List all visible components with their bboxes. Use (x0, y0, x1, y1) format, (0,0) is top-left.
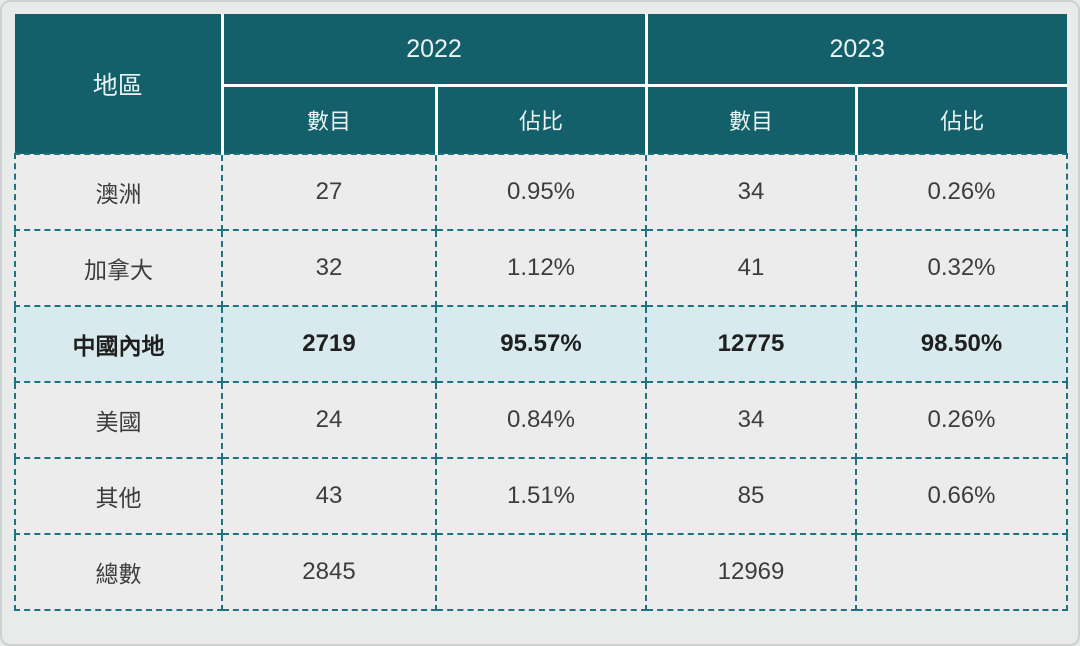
cell-2022-count: 27 (221, 153, 437, 231)
header-2022-count: 數目 (220, 84, 438, 154)
header-sub-row: 數目 佔比 數目 佔比 (15, 84, 1067, 154)
cell-2023-share: 0.26% (855, 153, 1068, 231)
cell-2023-count: 34 (645, 153, 857, 231)
row-total: 總數 2845 12969 (14, 533, 1068, 611)
header-year-row: 地區 2022 2023 (15, 14, 1067, 154)
row-canada: 加拿大 32 1.12% 41 0.32% (14, 229, 1068, 307)
cell-2023-share: 0.26% (855, 381, 1068, 459)
cell-region: 其他 (14, 457, 223, 535)
cell-region: 澳洲 (14, 153, 223, 231)
cell-2022-share: 0.95% (435, 153, 647, 231)
header-2023-share: 佔比 (854, 84, 1067, 154)
cell-2022-count: 43 (221, 457, 437, 535)
cell-2022-count: 2845 (221, 533, 437, 611)
header-2022-share: 佔比 (434, 84, 648, 154)
cell-2022-share: 0.84% (435, 381, 647, 459)
row-mainland-china: 中國內地 2719 95.57% 12775 98.50% (14, 305, 1068, 383)
table-header: 地區 2022 2023 數目 佔比 數目 佔比 (15, 14, 1067, 154)
header-year-2022: 2022 (220, 14, 648, 87)
cell-2023-count: 85 (645, 457, 857, 535)
cell-2023-share: 0.66% (855, 457, 1068, 535)
header-year-2023: 2023 (644, 14, 1067, 87)
cell-region: 中國內地 (14, 305, 223, 383)
cell-2022-share: 1.51% (435, 457, 647, 535)
header-region: 地區 (15, 14, 224, 154)
cell-region: 加拿大 (14, 229, 223, 307)
cell-2023-share: 98.50% (855, 305, 1068, 383)
cell-2023-count: 41 (645, 229, 857, 307)
cell-2023-count: 12775 (645, 305, 857, 383)
row-australia: 澳洲 27 0.95% 34 0.26% (14, 153, 1068, 231)
cell-2022-count: 24 (221, 381, 437, 459)
region-data-table: 地區 2022 2023 數目 佔比 數目 佔比 澳洲 27 0.95% 34 … (14, 14, 1068, 611)
cell-region: 美國 (14, 381, 223, 459)
cell-2023-count: 12969 (645, 533, 857, 611)
cell-2023-share (855, 533, 1068, 611)
cell-region: 總數 (14, 533, 223, 611)
cell-2022-share: 95.57% (435, 305, 647, 383)
row-others: 其他 43 1.51% 85 0.66% (14, 457, 1068, 535)
cell-2022-share: 1.12% (435, 229, 647, 307)
table-body: 澳洲 27 0.95% 34 0.26% 加拿大 32 1.12% 41 0.3… (14, 153, 1068, 611)
cell-2022-count: 2719 (221, 305, 437, 383)
cell-2022-share (435, 533, 647, 611)
cell-2022-count: 32 (221, 229, 437, 307)
row-usa: 美國 24 0.84% 34 0.26% (14, 381, 1068, 459)
cell-2023-count: 34 (645, 381, 857, 459)
header-2023-count: 數目 (644, 84, 858, 154)
cell-2023-share: 0.32% (855, 229, 1068, 307)
